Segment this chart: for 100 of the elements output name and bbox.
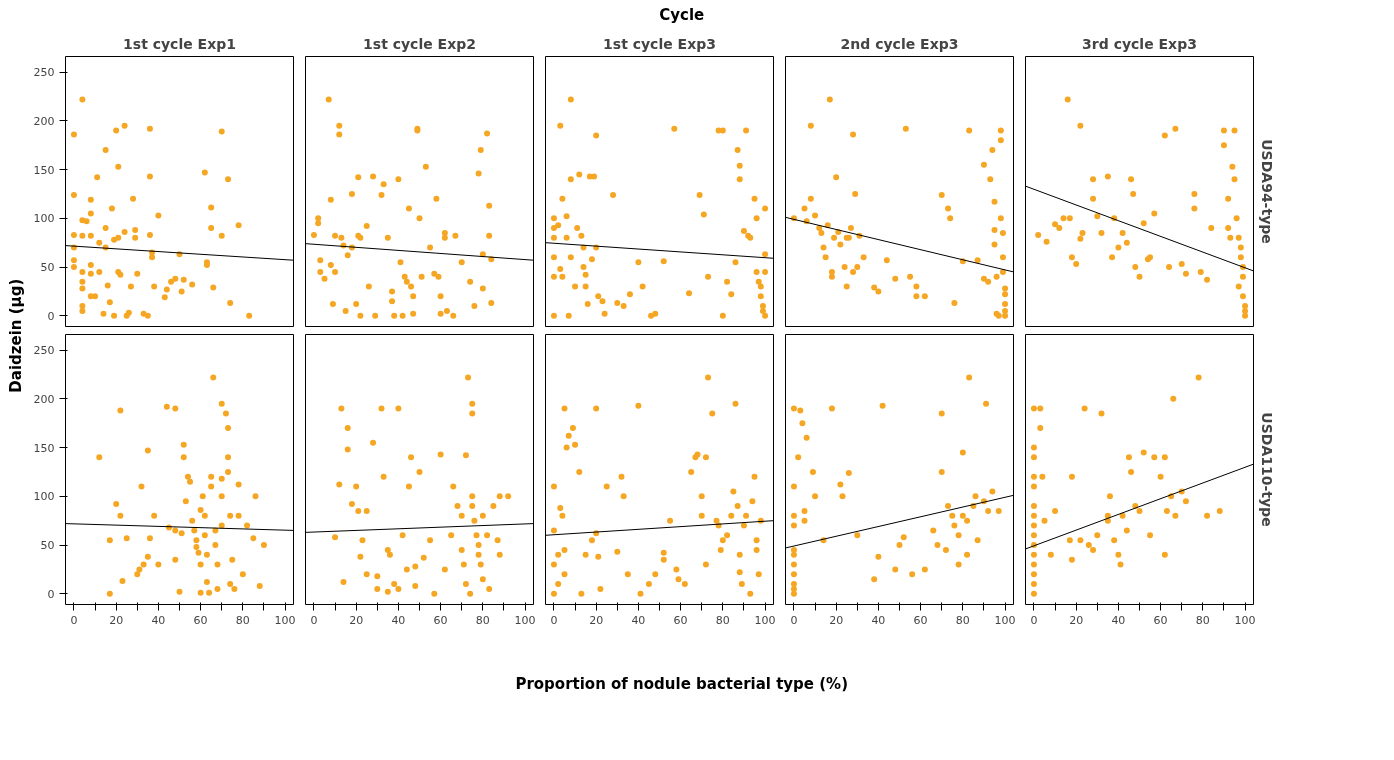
point <box>964 517 971 524</box>
point <box>995 507 1002 514</box>
point <box>909 571 916 578</box>
point <box>1047 551 1054 558</box>
point <box>839 493 846 500</box>
y-axis-title: Daidzein (µg) <box>6 278 25 393</box>
x-tick-label: 0 <box>310 613 318 627</box>
point <box>1136 273 1143 280</box>
point <box>930 527 937 534</box>
point <box>1172 125 1179 132</box>
point <box>1085 542 1092 549</box>
y-tick-label: 150 <box>33 163 55 177</box>
x-tick-label: 0 <box>790 613 798 627</box>
point <box>1106 493 1113 500</box>
point <box>1030 512 1037 519</box>
point <box>1125 454 1132 461</box>
point <box>1043 238 1050 245</box>
point <box>1030 571 1037 578</box>
point <box>959 449 966 456</box>
point <box>1056 225 1063 232</box>
point <box>790 585 797 592</box>
point <box>1104 173 1111 180</box>
point <box>854 532 861 539</box>
x-tick-label: 0 <box>550 613 558 627</box>
point <box>1081 405 1088 412</box>
point <box>1077 235 1084 242</box>
x-tick-label: 100 <box>1234 613 1256 627</box>
point <box>790 551 797 558</box>
point <box>1066 537 1073 544</box>
point <box>1037 425 1044 432</box>
y2-axis-title: USDA110-type <box>1258 412 1275 527</box>
point <box>1094 532 1101 539</box>
point <box>790 522 797 529</box>
point <box>1163 507 1170 514</box>
chart-title: 3rd cycle Exp3 <box>1082 35 1197 52</box>
point <box>1239 293 1246 300</box>
point <box>790 405 797 412</box>
point <box>989 488 996 495</box>
point <box>1094 213 1101 220</box>
point <box>1030 590 1037 597</box>
point <box>1119 229 1126 236</box>
point <box>1064 96 1071 103</box>
point <box>1098 229 1105 236</box>
point <box>1060 215 1067 222</box>
point <box>812 493 819 500</box>
x-tick-label: 40 <box>871 613 886 627</box>
x-tick-label: 100 <box>274 613 296 627</box>
point <box>879 402 886 409</box>
y-tick-label: 0 <box>47 587 55 601</box>
point <box>1132 264 1139 271</box>
point <box>1128 176 1135 183</box>
point <box>955 561 962 568</box>
point <box>1191 205 1198 212</box>
y-tick-label: 50 <box>40 539 55 553</box>
point <box>1161 132 1168 139</box>
point <box>1030 551 1037 558</box>
y-tick-label: 100 <box>33 212 55 226</box>
x-tick-label: 60 <box>433 613 448 627</box>
point <box>1030 483 1037 490</box>
point <box>1130 190 1137 197</box>
point <box>1237 254 1244 261</box>
point <box>1111 537 1118 544</box>
point <box>1052 507 1059 514</box>
point <box>1117 561 1124 568</box>
point <box>1037 405 1044 412</box>
point <box>1239 273 1246 280</box>
point <box>1079 229 1086 236</box>
chart-title: 1st cycle Exp2 <box>363 35 476 52</box>
point <box>1233 215 1240 222</box>
y-tick-label: 200 <box>33 114 55 128</box>
point <box>1229 163 1236 170</box>
x-tick-label: 80 <box>715 613 730 627</box>
point <box>1030 454 1037 461</box>
x-tick-label: 20 <box>589 613 604 627</box>
point <box>1077 122 1084 129</box>
y-tick-label: 0 <box>47 309 55 323</box>
point <box>1197 268 1204 275</box>
point <box>1090 195 1097 202</box>
point <box>1227 234 1234 241</box>
point <box>1172 512 1179 519</box>
point <box>1195 374 1202 381</box>
point <box>1204 276 1211 283</box>
x-tick-label: 20 <box>109 613 124 627</box>
point <box>1090 176 1097 183</box>
point <box>790 561 797 568</box>
point <box>1035 231 1042 238</box>
point <box>790 546 797 553</box>
x-tick-label: 100 <box>514 613 536 627</box>
point <box>900 534 907 541</box>
chart-title: 2nd cycle Exp3 <box>840 35 959 52</box>
point <box>1208 225 1215 232</box>
point <box>942 546 949 553</box>
point <box>803 434 810 441</box>
x-tick-label: 60 <box>193 613 208 627</box>
y-tick-label: 50 <box>40 261 55 275</box>
point <box>1151 210 1158 217</box>
point <box>1220 127 1227 134</box>
point <box>1030 581 1037 588</box>
chart-title: 1st cycle Exp1 <box>123 35 236 52</box>
x-tick-label: 40 <box>151 613 166 627</box>
